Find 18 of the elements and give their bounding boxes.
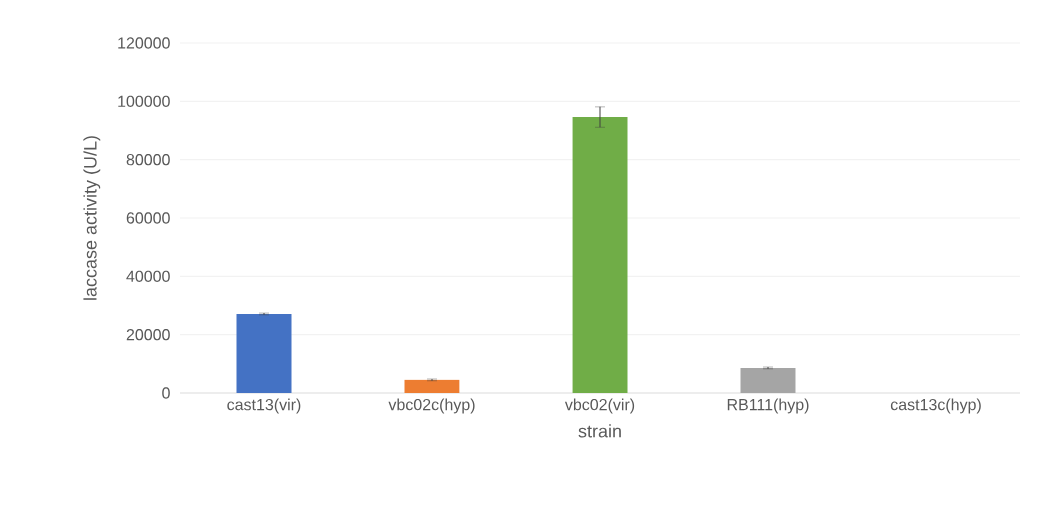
y-axis-title: laccase activity (U/L): [83, 136, 101, 300]
y-tick-label: 40000: [126, 270, 170, 282]
x-tick-label: vbc02c(hyp): [388, 398, 475, 414]
y-tick-label: 20000: [126, 329, 170, 341]
x-tick-label: cast13c(hyp): [890, 398, 981, 414]
y-tick-label: 120000: [118, 37, 170, 49]
y-tick-label: 0: [162, 387, 170, 399]
x-tick-label: cast13(vir): [227, 398, 301, 414]
y-tick-label: 60000: [126, 212, 170, 224]
bar: [236, 313, 292, 393]
bar: [404, 379, 460, 393]
x-tick-label: vbc02(vir): [564, 398, 635, 414]
x-tick-label: RB111(hyp): [727, 398, 809, 414]
y-tick-label: 80000: [126, 154, 170, 166]
bar: [740, 367, 796, 393]
bar: [572, 117, 628, 393]
x-axis-title: strain: [578, 424, 621, 438]
y-tick-label: 100000: [118, 95, 170, 107]
